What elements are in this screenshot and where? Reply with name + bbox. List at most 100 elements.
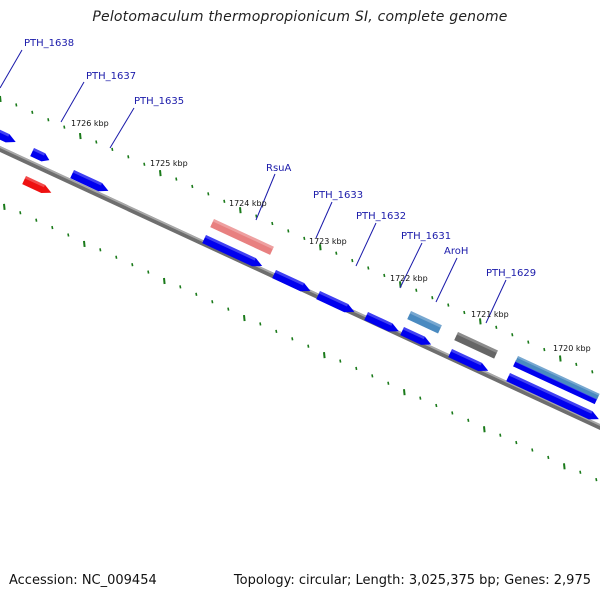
tick-mark <box>160 170 161 176</box>
tick-mark <box>36 219 37 222</box>
tick-mark <box>592 370 593 373</box>
tick-mark <box>192 185 193 188</box>
leader-line <box>61 82 84 122</box>
tick-mark <box>480 318 481 324</box>
tick-mark <box>276 330 277 333</box>
tick-mark <box>256 215 257 218</box>
tick-mark <box>148 271 149 274</box>
tick-mark <box>244 315 245 321</box>
tick-mark <box>496 326 497 329</box>
tick-mark <box>100 248 101 251</box>
leader-line <box>110 108 134 148</box>
tick-mark <box>20 211 21 214</box>
tick-mark <box>368 267 369 270</box>
tick-mark <box>308 345 309 348</box>
tick-mark <box>48 118 49 121</box>
gene-highlight-steel <box>407 311 442 333</box>
tick-mark <box>240 207 241 213</box>
gene-highlight-red <box>22 176 53 197</box>
kbp-label-1726: 1726 kbp <box>71 119 109 128</box>
tick-mark <box>576 363 577 366</box>
gene-label-pth1629[interactable]: PTH_1629 <box>486 268 536 279</box>
tick-mark <box>388 382 389 385</box>
tick-mark <box>64 126 65 129</box>
tick-mark <box>196 293 197 296</box>
kbp-label-1724: 1724 kbp <box>229 199 267 208</box>
topology-text: Topology: circular; Length: 3,025,375 bp… <box>234 573 591 588</box>
leader-line <box>0 50 22 88</box>
gene-labels: PTH_1638 PTH_1637 PTH_1635 RsuA PTH_1633… <box>24 38 536 279</box>
kbp-label-1722: 1722 kbp <box>390 274 428 283</box>
tick-mark <box>448 304 449 307</box>
gene-label-pth1633[interactable]: PTH_1633 <box>313 190 363 201</box>
tick-mark <box>52 226 53 229</box>
tick-mark <box>304 237 305 240</box>
tick-mark <box>436 404 437 407</box>
tick-mark <box>180 285 181 288</box>
leader-line <box>356 223 376 266</box>
tick-mark <box>208 192 209 195</box>
genome-map: PTH_1638 PTH_1637 PTH_1635 RsuA PTH_1633… <box>0 0 600 600</box>
gene-arrow <box>0 127 18 146</box>
tick-mark <box>356 367 357 370</box>
gene-label-pth1631[interactable]: PTH_1631 <box>401 231 451 242</box>
tick-mark <box>292 337 293 340</box>
tick-mark <box>528 341 529 344</box>
gene-label-pth1635[interactable]: PTH_1635 <box>134 96 184 107</box>
tick-mark <box>452 411 453 414</box>
kbp-label-1725: 1725 kbp <box>150 159 188 168</box>
tick-mark <box>272 222 273 225</box>
gene-label-pth1637[interactable]: PTH_1637 <box>86 71 136 82</box>
tick-mark <box>16 103 17 106</box>
kbp-label-1721: 1721 kbp <box>471 310 509 319</box>
tick-mark <box>32 111 33 114</box>
tick-mark <box>512 333 513 336</box>
tick-mark <box>516 441 517 444</box>
tick-mark <box>128 155 129 158</box>
leader-line <box>436 258 457 302</box>
leader-line <box>256 174 275 220</box>
kbp-label-1723: 1723 kbp <box>309 237 347 246</box>
tick-mark <box>224 200 225 203</box>
tick-mark <box>432 296 433 299</box>
tick-mark <box>112 148 113 151</box>
tick-mark <box>116 256 117 259</box>
kbp-labels: 1726 kbp 1725 kbp 1724 kbp 1723 kbp 1722… <box>71 119 591 353</box>
tick-mark <box>324 352 325 358</box>
tick-mark <box>484 426 485 432</box>
tick-mark <box>176 178 177 181</box>
tick-mark <box>544 348 545 351</box>
tick-mark <box>68 234 69 237</box>
tick-mark <box>372 374 373 377</box>
tick-mark <box>288 229 289 232</box>
tick-mark <box>420 397 421 400</box>
tick-mark <box>336 252 337 255</box>
tick-mark <box>4 204 5 210</box>
tick-mark <box>80 133 81 139</box>
tick-mark <box>352 259 353 262</box>
gene-label-rsua[interactable]: RsuA <box>266 163 291 174</box>
gene-label-aroh[interactable]: AroH <box>444 246 468 257</box>
tick-mark <box>468 419 469 422</box>
tick-mark <box>500 434 501 437</box>
tick-mark <box>144 163 145 166</box>
gene-label-pth1638[interactable]: PTH_1638 <box>24 38 74 49</box>
tick-mark <box>404 389 405 395</box>
leader-line <box>316 202 332 238</box>
tick-mark <box>212 300 213 303</box>
gene-label-pth1632[interactable]: PTH_1632 <box>356 211 406 222</box>
tick-mark <box>384 274 385 277</box>
accession-text: Accession: NC_009454 <box>9 573 157 588</box>
tick-mark <box>564 463 565 469</box>
tick-mark <box>596 478 597 481</box>
tick-mark <box>228 308 229 311</box>
tick-mark <box>0 96 1 102</box>
tick-mark <box>548 456 549 459</box>
tick-mark <box>164 278 165 284</box>
tick-mark <box>464 311 465 314</box>
tick-mark <box>96 140 97 143</box>
tick-mark <box>260 322 261 325</box>
tick-mark <box>84 241 85 247</box>
tick-mark <box>132 263 133 266</box>
tick-mark <box>580 471 581 474</box>
